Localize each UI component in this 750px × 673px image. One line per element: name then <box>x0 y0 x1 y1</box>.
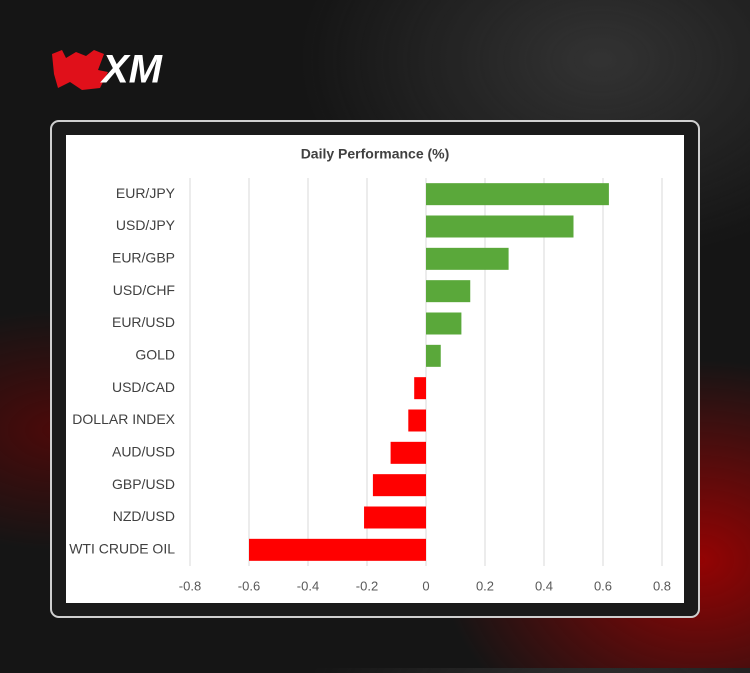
x-tick-label: 0.2 <box>476 578 494 593</box>
logo: XM <box>52 48 164 92</box>
y-tick-label: EUR/USD <box>112 314 175 330</box>
bar <box>426 183 609 206</box>
y-tick-label: EUR/JPY <box>116 185 176 201</box>
bar <box>426 344 441 367</box>
y-tick-label: USD/CHF <box>113 282 175 298</box>
x-tick-label: 0 <box>422 578 429 593</box>
brand-name: XM <box>100 48 164 92</box>
y-tick-label: GBP/USD <box>112 476 175 492</box>
chart-area <box>66 135 684 603</box>
x-tick-label: 0.4 <box>535 578 553 593</box>
bar <box>364 506 426 529</box>
bar <box>426 215 574 238</box>
x-tick-label: -0.4 <box>297 578 319 593</box>
y-tick-label: EUR/GBP <box>112 250 175 266</box>
logo-icon <box>52 50 108 90</box>
x-tick-label: 0.6 <box>594 578 612 593</box>
x-tick-label: 0.8 <box>653 578 671 593</box>
bar <box>408 409 426 432</box>
bar <box>426 312 462 335</box>
bar <box>372 474 426 497</box>
bar <box>249 538 426 561</box>
bar <box>390 441 426 464</box>
bar <box>426 280 471 303</box>
x-tick-label: -0.8 <box>179 578 201 593</box>
y-tick-label: GOLD <box>135 347 175 363</box>
plot: -0.8 -0.6 -0.4 -0.2 0 0.2 0.4 0.6 0.8 EUR/JPY USD/… <box>69 178 671 593</box>
x-tick-label: -0.6 <box>238 578 260 593</box>
y-tick-label: USD/CAD <box>112 379 175 395</box>
x-tick-label: -0.2 <box>356 578 378 593</box>
chart-title: Daily Performance (%) <box>301 146 450 162</box>
y-tick-label: WTI CRUDE OIL <box>69 541 175 557</box>
y-tick-label: DOLLAR INDEX <box>72 411 175 427</box>
y-tick-label: USD/JPY <box>116 217 176 233</box>
y-tick-label: AUD/USD <box>112 444 175 460</box>
y-tick-label: NZD/USD <box>113 508 175 524</box>
bar <box>414 377 426 400</box>
bar <box>426 247 509 270</box>
